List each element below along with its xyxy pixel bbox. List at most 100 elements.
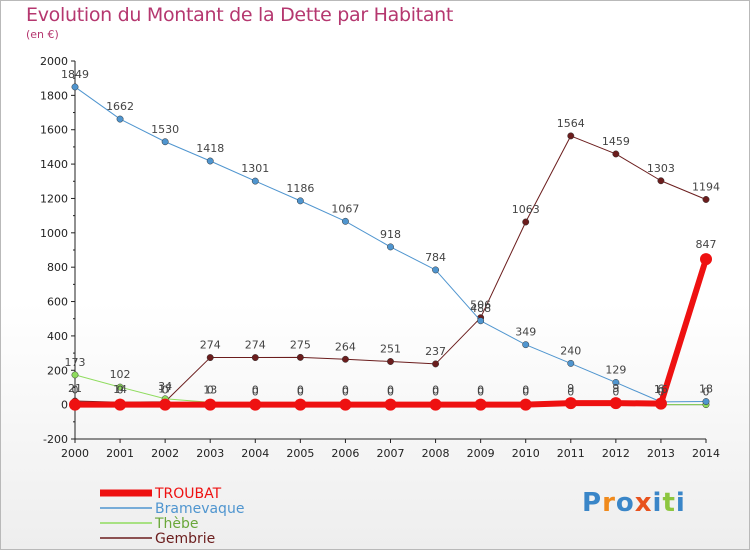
data-label-gembrie: 1063 [512,203,540,216]
data-point-troubat [384,398,397,411]
x-tick-label: 2007 [377,447,405,460]
x-tick-label: 2014 [692,447,720,460]
chart-title: Evolution du Montant de la Dette par Hab… [26,4,454,26]
x-tick-label: 2012 [602,447,630,460]
data-point-bramevaque [432,266,440,274]
data-label-bramevaque: 1418 [196,142,224,155]
data-label-bramevaque: 1186 [286,182,314,195]
data-label-gembrie: 1459 [602,135,630,148]
y-tick-label: 1200 [40,192,68,205]
data-label-bramevaque: 1530 [151,123,179,136]
y-tick-label: -200 [43,433,68,446]
data-point-bramevaque [702,398,710,405]
data-label-thebe: 0 [252,386,259,399]
data-point-troubat [249,398,262,411]
y-tick-label: 2000 [40,55,68,68]
data-point-bramevaque [206,157,214,165]
data-point-troubat [700,253,712,266]
data-label-bramevaque: 129 [605,363,626,376]
data-label-gembrie: 251 [380,343,401,356]
data-label-troubat: 9 [567,382,574,395]
data-label-troubat: 0 [297,384,304,397]
logo-letter: i [652,488,663,518]
data-label-troubat: 0 [522,384,529,397]
data-label-gembrie: 237 [425,345,446,358]
data-label-gembrie: 14 [113,383,127,396]
y-tick-label: 1800 [40,89,68,102]
logo-letter: P [582,488,603,518]
data-label-troubat: 6 [657,383,664,396]
x-tick-label: 2005 [286,447,314,460]
data-label-thebe: 0 [297,386,304,399]
data-label-thebe: 0 [703,386,710,399]
data-point-gembrie [567,132,575,140]
data-label-gembrie: 274 [245,339,266,352]
data-point-troubat [339,398,352,411]
data-label-troubat: 0 [117,384,124,397]
data-label-troubat: 0 [477,384,484,397]
y-axis-unit-label: (en €) [26,28,59,41]
data-label-troubat: 0 [162,384,169,397]
legend-label-gembrie: Gembrie [155,531,215,547]
data-label-troubat: 9 [612,382,619,395]
data-point-bramevaque [161,138,169,146]
data-label-bramevaque: 349 [515,326,536,339]
data-label-thebe: 0 [522,386,529,399]
y-tick-label: 600 [47,296,68,309]
y-tick-label: 400 [47,330,68,343]
x-tick-label: 2002 [151,447,179,460]
data-label-gembrie: 1564 [557,117,585,130]
data-label-thebe: 34 [158,380,172,393]
data-label-thebe: 0 [432,386,439,399]
data-point-gembrie [432,360,440,368]
proxiti-logo: Proxiti [582,488,686,518]
x-tick-label: 2013 [647,447,675,460]
data-point-troubat [114,398,127,411]
data-label-troubat: 0 [342,384,349,397]
data-label-bramevaque: 1301 [241,162,269,175]
data-label-gembrie: 275 [290,338,311,351]
data-point-troubat [69,398,81,411]
data-label-gembrie: 17 [158,383,172,396]
data-label-troubat: 0 [72,384,79,397]
legend-label-thebe: Thèbe [154,516,199,532]
data-label-bramevaque: 488 [470,302,491,315]
data-label-thebe: 13 [203,383,217,396]
x-tick-label: 2004 [241,447,269,460]
logo-letter: t [662,488,676,518]
x-tick-label: 2009 [467,447,495,460]
data-label-troubat: 0 [387,384,394,397]
y-tick-label: 200 [47,364,68,377]
data-label-gembrie: 1303 [647,162,675,175]
data-label-troubat: 0 [207,384,214,397]
data-label-gembrie: 21 [68,382,82,395]
data-label-thebe: 0 [657,386,664,399]
data-point-troubat [294,398,307,411]
data-label-bramevaque: 240 [560,344,581,357]
y-tick-label: 1000 [40,227,68,240]
data-label-bramevaque: 1067 [331,202,359,215]
data-point-troubat [654,397,667,410]
data-point-gembrie [341,355,349,363]
data-label-troubat: 0 [252,384,259,397]
data-label-troubat: 847 [696,238,717,251]
data-point-bramevaque [71,83,79,91]
data-point-thebe [116,383,124,391]
data-label-gembrie: 264 [335,340,356,353]
x-tick-label: 2011 [557,447,585,460]
logo-letter: i [675,488,686,518]
data-point-gembrie [251,354,259,362]
x-tick-label: 2010 [512,447,540,460]
data-label-thebe: 0 [477,386,484,399]
data-point-gembrie [702,196,710,203]
data-point-bramevaque [341,217,349,225]
data-label-bramevaque: 1662 [106,100,134,113]
x-tick-label: 2000 [61,447,89,460]
logo-letter: r [602,488,616,518]
data-label-thebe: 0 [387,386,394,399]
data-point-bramevaque [612,379,620,386]
y-tick-label: 0 [61,399,68,412]
data-label-thebe: 0 [567,386,574,399]
data-point-thebe [71,371,79,379]
